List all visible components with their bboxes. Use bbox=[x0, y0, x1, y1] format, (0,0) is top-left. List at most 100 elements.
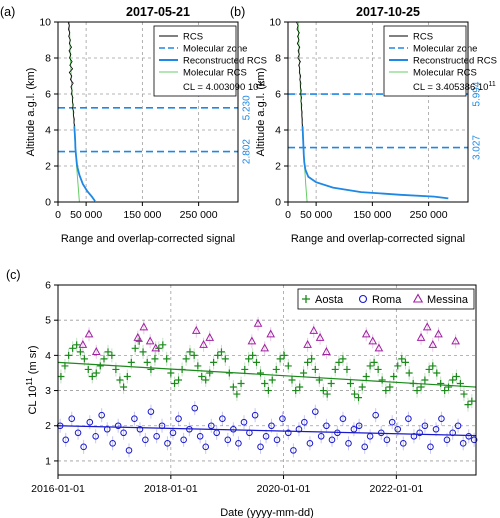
plot-frame bbox=[57, 284, 477, 476]
y-tick-label: 0 bbox=[275, 197, 281, 209]
data-point-aosta bbox=[190, 351, 198, 359]
x-tick-label: 150 000 bbox=[123, 209, 161, 221]
data-point-roma bbox=[257, 443, 264, 451]
data-point-roma bbox=[98, 411, 105, 419]
data-point-roma bbox=[196, 432, 204, 440]
legend-entry: Roma bbox=[372, 294, 402, 306]
molecular-zone-value: 2.802 bbox=[242, 139, 253, 164]
data-point-roma bbox=[443, 436, 451, 444]
data-point-aosta bbox=[194, 362, 202, 370]
molecular-zone-value: 5.230 bbox=[242, 95, 253, 120]
data-point-roma bbox=[465, 432, 473, 440]
x-tick-label: 50 000 bbox=[70, 209, 102, 221]
data-point-messina bbox=[416, 332, 426, 341]
data-point-aosta bbox=[433, 369, 441, 377]
y-tick-label: 2 bbox=[45, 420, 51, 432]
y-tick-label: 6 bbox=[45, 89, 51, 101]
data-point-messina bbox=[374, 343, 384, 352]
y-tick-label: 3 bbox=[45, 385, 51, 397]
y-tick-label: 10 bbox=[269, 17, 281, 29]
data-point-roma bbox=[355, 422, 363, 430]
molecular-zone-value: 3.027 bbox=[472, 135, 483, 160]
data-point-aosta bbox=[186, 348, 194, 356]
data-point-aosta bbox=[175, 376, 183, 384]
y-tick-label: 2 bbox=[275, 161, 281, 173]
data-point-aosta bbox=[280, 351, 288, 359]
data-point-aosta bbox=[370, 358, 378, 366]
data-point-roma bbox=[295, 425, 303, 433]
data-point-roma bbox=[306, 440, 314, 447]
data-point-aosta bbox=[425, 365, 433, 373]
data-point-aosta bbox=[120, 383, 128, 391]
series-rcs bbox=[67, 21, 76, 127]
series-messina bbox=[78, 316, 460, 359]
data-point-messina bbox=[151, 343, 161, 352]
data-point-aosta bbox=[394, 362, 402, 370]
panel-c: 2016-01-01 2018-01-01 2020-01-01 2022-01-01… bbox=[6, 268, 478, 518]
data-point-aosta bbox=[182, 355, 190, 363]
data-point-roma bbox=[251, 411, 259, 419]
data-point-roma bbox=[438, 415, 445, 423]
data-point-roma bbox=[410, 432, 418, 440]
trend-line bbox=[57, 425, 477, 437]
data-point-messina bbox=[451, 336, 460, 345]
data-point-aosta bbox=[116, 376, 124, 384]
data-point-aosta bbox=[127, 358, 135, 366]
x-tick-label: 50 000 bbox=[300, 209, 332, 221]
data-point-aosta bbox=[449, 376, 457, 384]
legend-entry: Reconstructed RCS bbox=[413, 56, 497, 67]
data-point-roma bbox=[207, 422, 215, 430]
data-point-aosta bbox=[319, 387, 327, 395]
data-point-roma bbox=[432, 425, 440, 433]
y-tick-label: 8 bbox=[45, 53, 51, 65]
data-point-roma bbox=[68, 415, 76, 423]
data-point-roma bbox=[142, 436, 149, 444]
data-point-roma bbox=[388, 418, 396, 426]
data-point-aosta bbox=[233, 390, 241, 398]
data-point-aosta bbox=[464, 401, 472, 409]
data-point-aosta bbox=[339, 355, 347, 363]
y-tick-label: 2 bbox=[45, 161, 51, 173]
data-point-aosta bbox=[358, 383, 366, 391]
data-point-aosta bbox=[257, 369, 265, 377]
x-tick-label: 2016-01-01 bbox=[31, 483, 85, 495]
data-point-roma bbox=[92, 432, 99, 440]
data-point-roma bbox=[454, 422, 462, 430]
data-point-roma bbox=[109, 440, 116, 447]
legend-entry: Aosta bbox=[315, 294, 344, 306]
data-point-aosta bbox=[311, 365, 319, 373]
legend-entry: Molecular RCS bbox=[413, 68, 477, 79]
data-point-aosta bbox=[421, 376, 429, 384]
data-point-aosta bbox=[214, 351, 222, 359]
data-point-roma bbox=[273, 436, 281, 444]
data-point-roma bbox=[350, 425, 358, 433]
trend-line bbox=[57, 361, 477, 388]
data-point-roma bbox=[399, 440, 407, 447]
data-point-roma bbox=[202, 443, 210, 451]
data-point-aosta bbox=[378, 376, 386, 384]
data-point-messina bbox=[303, 339, 312, 348]
y-tick-label: 4 bbox=[45, 125, 51, 137]
data-point-aosta bbox=[292, 387, 300, 395]
data-point-aosta bbox=[374, 365, 382, 373]
y-tick-label: 4 bbox=[45, 350, 51, 362]
legend-entry: Molecular RCS bbox=[183, 68, 247, 79]
panel-label: (b) bbox=[230, 5, 245, 19]
series-molecular-rcs bbox=[68, 21, 80, 203]
data-point-aosta bbox=[221, 355, 229, 363]
data-point-aosta bbox=[73, 341, 81, 349]
panel-title: 2017-05-21 bbox=[126, 5, 190, 19]
data-point-aosta bbox=[147, 365, 155, 373]
panel-label: (a) bbox=[0, 5, 15, 19]
data-point-aosta bbox=[96, 362, 104, 370]
data-point-roma bbox=[268, 422, 275, 430]
data-point-aosta bbox=[151, 355, 159, 363]
data-point-aosta bbox=[460, 390, 468, 398]
legend-entry: RCS bbox=[183, 32, 203, 43]
y-tick-label: 1 bbox=[45, 455, 51, 467]
data-point-roma bbox=[405, 415, 412, 423]
data-point-messina bbox=[205, 332, 215, 341]
y-axis-label: CL 1011 (m sr) bbox=[25, 345, 39, 414]
data-point-roma bbox=[345, 440, 352, 447]
data-point-aosta bbox=[123, 372, 131, 380]
